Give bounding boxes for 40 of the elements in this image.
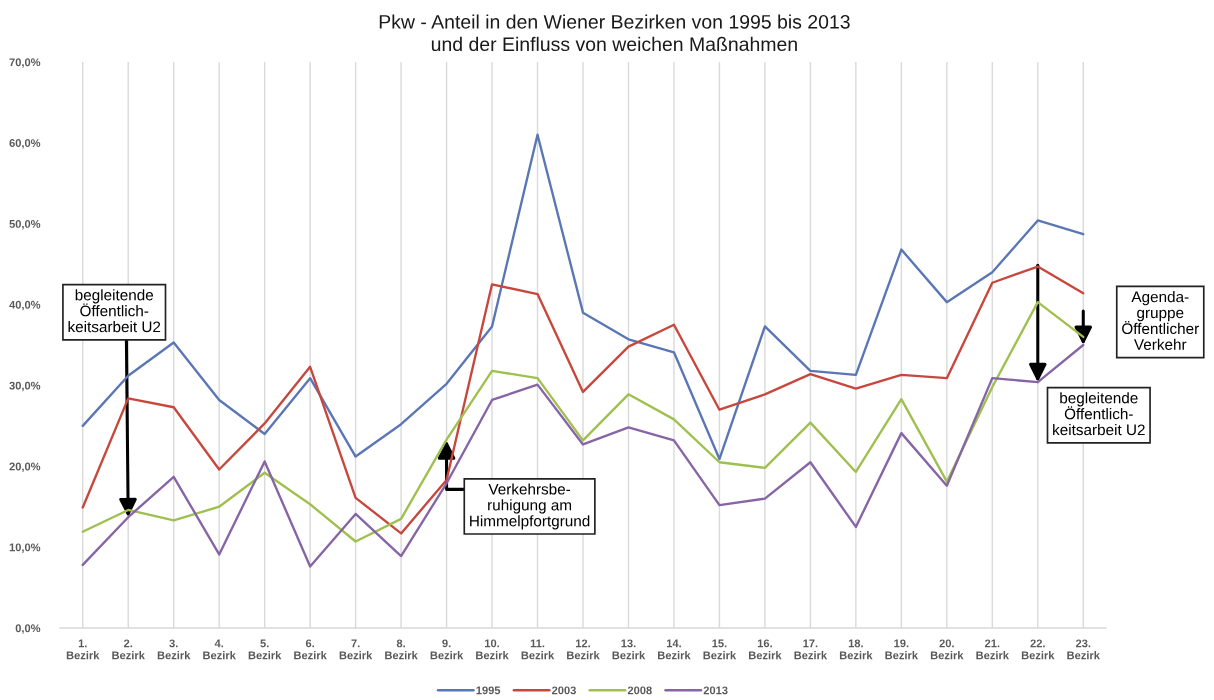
x-tick-label: 5. Bezirk xyxy=(248,639,282,660)
x-tick-label: 10. Bezirk xyxy=(476,639,509,660)
x-tick-label: 21. Bezirk xyxy=(976,639,1009,660)
annotation: Agenda- gruppe Öffentlicher Verkehr xyxy=(1122,291,1199,350)
annotation: begleitende Öffentlich- keitsarbeit U2 xyxy=(68,289,161,333)
x-tick-label: 2. Bezirk xyxy=(112,639,145,660)
y-tick-label: 10,0% xyxy=(9,543,41,553)
legend-label: 1995 xyxy=(476,686,501,695)
x-tick-label: 22. Bezirk xyxy=(1021,639,1055,660)
legend-label: 2003 xyxy=(552,686,576,695)
x-tick-label: 6. Bezirk xyxy=(294,639,327,660)
x-tick-label: 15. Bezirk xyxy=(703,639,737,660)
x-tick-label: 16. Bezirk xyxy=(748,639,782,660)
x-tick-label: 13. Bezirk xyxy=(612,639,646,660)
y-tick-label: 70,0% xyxy=(9,58,41,68)
annotation: begleitende Öffentlich- keitsarbeit U2 xyxy=(1053,392,1145,436)
y-tick-label: 50,0% xyxy=(9,219,41,230)
x-tick-label: 20. Bezirk xyxy=(930,639,964,660)
x-tick-label: 18. Bezirk xyxy=(839,639,873,660)
x-tick-label: 7. Bezirk xyxy=(339,639,373,660)
legend-label: 2008 xyxy=(627,686,652,695)
y-tick-label: 30,0% xyxy=(9,381,41,392)
x-tick-label: 4. Bezirk xyxy=(203,639,236,660)
x-tick-label: 8. Bezirk xyxy=(385,639,418,660)
x-tick-label: 12. Bezirk xyxy=(567,639,600,660)
legend-label: 2013 xyxy=(703,686,728,695)
x-tick-label: 1. Bezirk xyxy=(66,639,100,660)
x-tick-label: 14. Bezirk xyxy=(658,639,691,660)
annotation: Verkehrsbe- ruhigung am Himmelpfortgrund xyxy=(470,483,590,530)
x-tick-label: 9. Bezirk xyxy=(430,639,464,660)
y-tick-label: 0,0% xyxy=(15,624,41,634)
x-tick-label: 19. Bezirk xyxy=(885,639,919,660)
y-tick-label: 40,0% xyxy=(9,300,41,311)
x-tick-label: 23. Bezirk xyxy=(1067,639,1100,660)
x-tick-label: 11. Bezirk xyxy=(521,639,555,660)
y-tick-label: 60,0% xyxy=(9,139,41,149)
x-tick-label: 3. Bezirk xyxy=(157,639,191,660)
x-tick-label: 17. Bezirk xyxy=(794,639,828,660)
y-tick-label: 20,0% xyxy=(9,462,41,473)
chart-title: Pkw - Anteil in den Wiener Bezirken von 1995 bis 2013 und der Einfluss von weichen Maßnahmen xyxy=(379,14,850,52)
